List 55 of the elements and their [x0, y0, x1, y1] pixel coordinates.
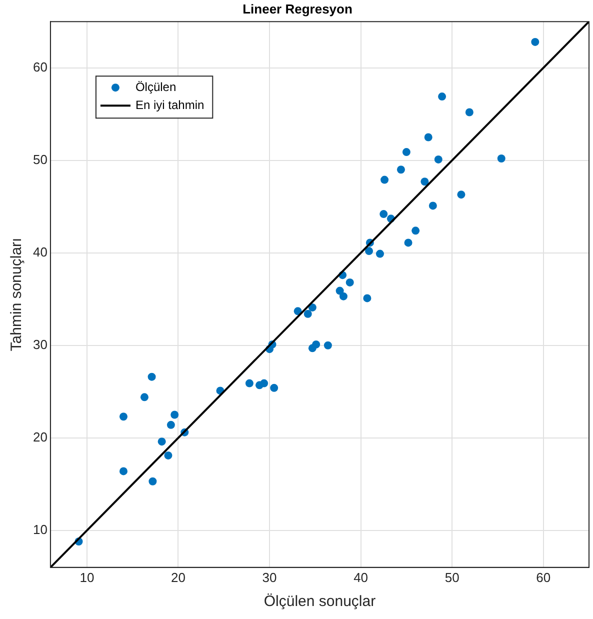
point: [140, 393, 148, 402]
y-tick-label: 40: [32, 244, 48, 260]
point: [270, 384, 278, 392]
point: [428, 202, 437, 210]
x-axis-title: Ölçülen sonuçlar: [264, 593, 376, 610]
y-tick-label: 50: [32, 152, 48, 167]
x-tick-label: 40: [354, 570, 368, 585]
point: [166, 420, 175, 429]
y-tick-label: 60: [32, 59, 48, 74]
chart-title: Lineer Regresyon: [242, 1, 352, 16]
point: [312, 340, 320, 348]
point: [438, 92, 446, 101]
point: [336, 286, 344, 295]
point: [164, 451, 172, 460]
point: [346, 278, 354, 286]
point: [434, 155, 442, 164]
point: [294, 307, 302, 316]
x-tick-label: 30: [262, 570, 277, 585]
point: [404, 238, 412, 247]
point: [380, 210, 388, 218]
point: [412, 226, 420, 235]
point: [119, 467, 128, 476]
legend-label: En iyi tahmin: [135, 98, 204, 112]
point: [380, 176, 389, 184]
point: [148, 372, 156, 381]
point: [420, 178, 429, 186]
point: [424, 133, 432, 142]
x-tick-label: 50: [444, 570, 460, 585]
point: [260, 379, 268, 388]
point: [339, 292, 348, 300]
point: [365, 247, 374, 256]
point: [402, 148, 410, 156]
point: [148, 477, 157, 486]
point: [531, 38, 540, 46]
point: [497, 154, 506, 163]
point: [363, 294, 372, 302]
point: [119, 412, 128, 421]
x-tick-label: 20: [171, 570, 186, 585]
x-tick-label: 60: [536, 570, 551, 585]
x-tick-label: 10: [80, 570, 94, 585]
point: [158, 438, 166, 446]
y-tick-label: 30: [32, 336, 48, 352]
point: [324, 341, 332, 350]
point: [376, 250, 384, 258]
point: [465, 108, 474, 116]
point: [245, 379, 254, 388]
y-axis-title: Tahmin sonuçları: [8, 238, 26, 352]
point: [304, 310, 312, 318]
point: [308, 303, 316, 312]
legend-label: Ölçülen: [135, 80, 176, 94]
y-tick-label: 10: [32, 522, 48, 537]
point: [396, 166, 405, 174]
y-tick-label: 20: [32, 429, 48, 444]
point: [457, 190, 466, 199]
point: [170, 410, 179, 419]
